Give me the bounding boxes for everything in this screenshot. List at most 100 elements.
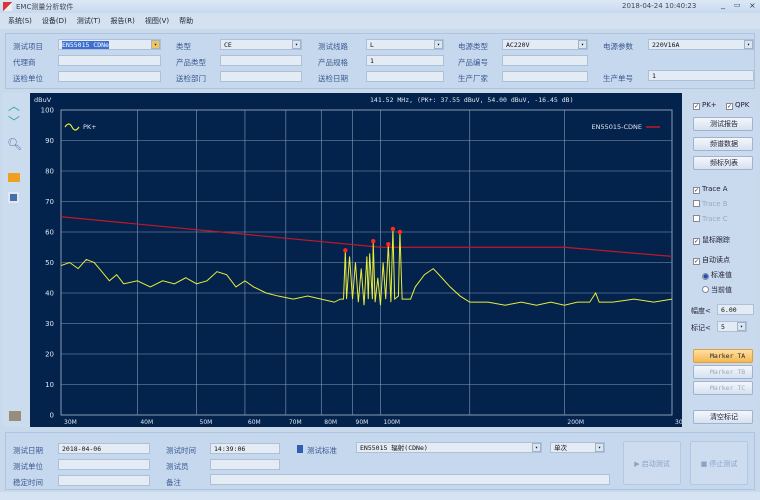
menu-device[interactable]: 设备(D): [41, 17, 67, 25]
folder-icon[interactable]: [8, 173, 20, 182]
x-tick-label: 200M: [567, 419, 584, 426]
product-spec-field[interactable]: 1: [366, 55, 444, 66]
marker-list-button[interactable]: 频标列表: [693, 156, 753, 170]
stable-time-field[interactable]: [58, 475, 150, 486]
trace-line: [60, 228, 673, 306]
minimize-button[interactable]: _: [721, 0, 725, 9]
chevron-down-icon[interactable]: ▾: [434, 40, 443, 49]
maximize-button[interactable]: ▭: [734, 1, 741, 9]
peak-marker: [371, 238, 376, 244]
chevron-down-icon[interactable]: ▾: [595, 443, 604, 452]
test-date-field[interactable]: 2018-04-06: [58, 443, 150, 454]
chevron-down-icon[interactable]: ▾: [744, 40, 753, 49]
test-time-field[interactable]: 14:39:06: [210, 443, 280, 454]
test-unit-field[interactable]: [58, 459, 150, 470]
chart-export-icon[interactable]: [9, 411, 21, 421]
right-panel: ✓ PK+ ✓ QPK 测试报告 频谱数据 频标列表 ✓ Trace A Trace …: [688, 93, 758, 427]
power-param-select[interactable]: 220V16A ▾: [648, 39, 754, 50]
marker-tc-label: Marker TC: [710, 384, 746, 392]
app-title: EMC测量分析软件: [16, 3, 74, 11]
y-tick-label: 60: [45, 229, 54, 237]
spectrum-chart[interactable]: 0 10 20 30 40 50 60 70 80 90 100 30M 40M 50M 60M 70M 80M…: [30, 93, 692, 427]
menu-report[interactable]: 报告(R): [110, 17, 135, 25]
cursor-follow-checkbox[interactable]: ✓ 鼠标跟踪: [693, 236, 730, 245]
test-line-select[interactable]: L ▾: [366, 39, 444, 50]
manufacturer-field[interactable]: [502, 71, 588, 82]
radio-limit[interactable]: ● 标准值: [702, 271, 732, 280]
radio-limit-label: 标准值: [711, 271, 732, 279]
qpk-checkbox[interactable]: ✓ QPK: [726, 101, 750, 110]
standard-value: EN55015 辐射(CDNe): [360, 444, 428, 452]
dept-field[interactable]: [220, 71, 302, 82]
product-no-field[interactable]: [502, 55, 588, 66]
send-date-field[interactable]: [366, 71, 444, 82]
test-report-button[interactable]: 测试报告: [693, 117, 753, 131]
menu-system[interactable]: 系统(S): [8, 17, 32, 25]
dept-label: 送检部门: [176, 74, 206, 83]
chevron-down-icon[interactable]: ▾: [737, 322, 746, 331]
trace-b-checkbox[interactable]: Trace B: [693, 200, 728, 208]
standard-icon: [297, 445, 303, 453]
chevron-down-icon[interactable]: ﹀: [8, 115, 21, 129]
sender-field[interactable]: [58, 71, 161, 82]
clear-markers-button[interactable]: 清空标记: [693, 410, 753, 424]
chevron-down-icon[interactable]: ▾: [578, 40, 587, 49]
y-tick-label: 80: [45, 168, 54, 176]
x-tick-label: 30M: [64, 419, 77, 426]
marker-ta-button[interactable]: Marker TA: [693, 349, 753, 363]
start-test-button[interactable]: ▶ 启动测试: [623, 441, 681, 485]
test-item-value: EN55015 CDNe: [62, 41, 109, 49]
test-report-label: 测试报告: [710, 120, 738, 128]
sender-label: 送检单位: [13, 74, 43, 83]
type-label: 类型: [176, 42, 191, 51]
order-no-field[interactable]: 1: [648, 70, 754, 81]
power-type-label: 电源类型: [458, 42, 488, 51]
type-select[interactable]: CE ▾: [220, 39, 302, 50]
chevron-down-icon[interactable]: ▾: [532, 443, 541, 452]
y-axis-label: dBuV: [34, 96, 52, 104]
note-field[interactable]: [210, 474, 610, 485]
agent-field[interactable]: [58, 55, 161, 66]
marker-tc-button[interactable]: Marker TC: [693, 381, 753, 395]
chart-svg[interactable]: 0 10 20 30 40 50 60 70 80 90 100 30M 40M 50M 60M 70M 80M…: [30, 93, 692, 427]
save-icon[interactable]: [8, 192, 19, 203]
test-time-label: 测试时间: [166, 446, 196, 455]
y-tick-label: 50: [45, 259, 54, 267]
manufacturer-label: 生产厂家: [458, 74, 488, 83]
test-item-select[interactable]: EN55015 CDNe ▾: [58, 39, 161, 50]
close-button[interactable]: ×: [749, 1, 756, 10]
marker-tb-label: Marker TB: [710, 368, 746, 376]
chevron-down-icon[interactable]: ▾: [151, 40, 160, 49]
stop-test-button[interactable]: ■ 停止测试: [690, 441, 748, 485]
radio-current[interactable]: 当前值: [702, 285, 732, 295]
product-type-field[interactable]: [220, 55, 302, 66]
tester-field[interactable]: [210, 459, 280, 470]
radio-current-label: 当前值: [711, 286, 732, 294]
y-tick-label: 90: [45, 137, 54, 145]
spectrum-data-label: 频谱数据: [710, 140, 738, 148]
power-type-select[interactable]: AC220V ▾: [502, 39, 588, 50]
chevron-down-icon[interactable]: ▾: [292, 40, 301, 49]
amp-input[interactable]: 6.00: [717, 304, 754, 315]
zoom-icon[interactable]: 🔍︎: [7, 137, 23, 151]
trace-a-checkbox[interactable]: ✓ Trace A: [693, 185, 728, 194]
peak-marker: [343, 248, 348, 253]
standard-select[interactable]: EN55015 辐射(CDNe) ▾: [356, 442, 542, 453]
spectrum-data-button[interactable]: 频谱数据: [693, 137, 753, 151]
pk-checkbox[interactable]: ✓ PK+: [693, 101, 717, 110]
chevron-up-icon[interactable]: ︿: [8, 99, 21, 113]
x-tick-label: 70M: [289, 419, 302, 426]
legend-trace-label: PK+: [83, 123, 97, 131]
menu-test[interactable]: 测试(T): [76, 17, 101, 25]
menu-view[interactable]: 视图(V): [144, 17, 170, 25]
play-icon: ▶: [634, 460, 642, 468]
auto-read-checkbox[interactable]: ✓ 自动读点: [693, 256, 730, 265]
peak-marker: [386, 242, 391, 247]
mode-select[interactable]: 单次 ▾: [550, 442, 605, 453]
mark-value: 5: [721, 323, 725, 331]
menu-help[interactable]: 帮助: [179, 17, 194, 25]
tester-label: 测试员: [166, 462, 189, 471]
trace-c-checkbox[interactable]: Trace C: [693, 215, 728, 223]
mark-select[interactable]: 5 ▾: [717, 321, 747, 332]
marker-tb-button[interactable]: Marker TB: [693, 365, 753, 379]
